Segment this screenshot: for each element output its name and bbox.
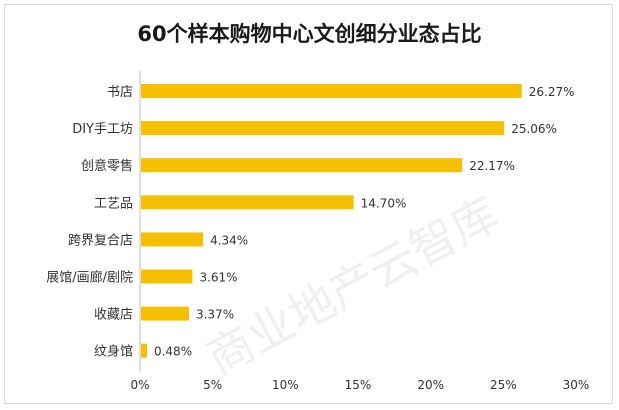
x-tick-label: 10% bbox=[272, 378, 299, 392]
x-tick-label: 0% bbox=[130, 378, 149, 392]
bar bbox=[141, 121, 505, 136]
x-tick-label: 30% bbox=[563, 378, 590, 392]
value-label: 3.61% bbox=[199, 271, 237, 285]
category-label: 跨界复合店 bbox=[68, 233, 133, 248]
bar bbox=[141, 306, 189, 321]
category-label: DIY手工坊 bbox=[72, 122, 133, 137]
value-label: 0.48% bbox=[154, 345, 192, 359]
value-label: 26.27% bbox=[529, 85, 575, 99]
bar bbox=[141, 84, 522, 98]
category-label: 展馆/画廊/剧院 bbox=[46, 270, 133, 286]
bar bbox=[141, 232, 204, 247]
category-label: 收藏店 bbox=[94, 308, 133, 323]
x-tick-label: 20% bbox=[417, 378, 444, 392]
value-label: 25.06% bbox=[511, 122, 557, 136]
bar bbox=[141, 269, 193, 284]
x-tick-label: 15% bbox=[345, 378, 372, 392]
value-label: 3.37% bbox=[196, 308, 234, 322]
bar bbox=[141, 195, 354, 210]
category-label: 书店 bbox=[107, 85, 133, 100]
x-tick-label: 25% bbox=[490, 378, 517, 392]
category-label: 创意零售 bbox=[81, 158, 133, 174]
value-label: 22.17% bbox=[469, 159, 515, 173]
watermark-text: 商业地产云智库 bbox=[198, 186, 508, 385]
x-tick-label: 5% bbox=[203, 378, 222, 392]
category-label: 纹身馆 bbox=[94, 344, 133, 360]
value-label: 14.70% bbox=[361, 196, 407, 210]
chart-title: 60个样本购物中心文创细分业态占比 bbox=[137, 22, 482, 46]
value-label: 4.34% bbox=[210, 233, 248, 247]
bar bbox=[141, 343, 147, 358]
bar bbox=[141, 158, 463, 173]
category-label: 工艺品 bbox=[94, 196, 133, 211]
